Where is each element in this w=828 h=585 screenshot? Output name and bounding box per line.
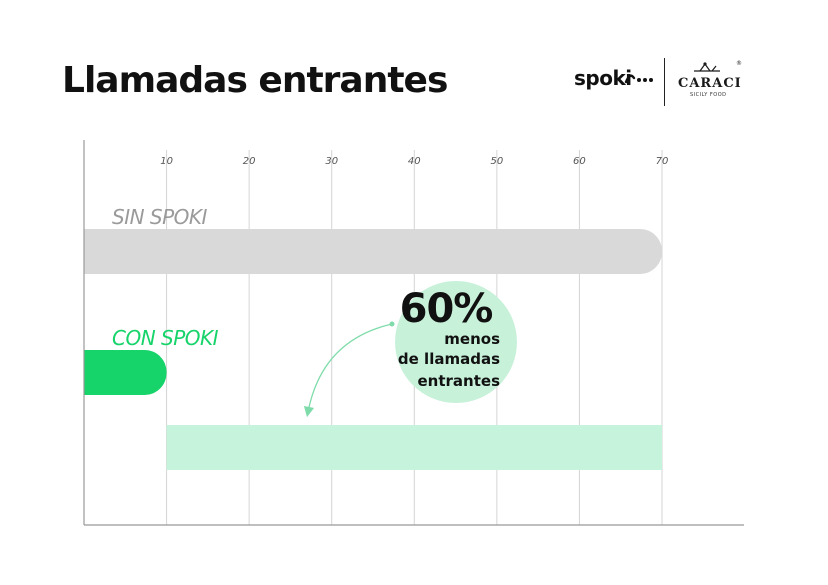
logo-divider <box>664 58 665 106</box>
reduction-text-line: entrantes <box>418 372 501 390</box>
x-tick-label: 20 <box>243 156 256 167</box>
axes <box>83 140 744 526</box>
x-tick-label: 50 <box>490 156 503 167</box>
reduction-arrow <box>303 323 393 418</box>
x-tick-label: 10 <box>160 156 173 167</box>
page-title: Llamadas entrantes <box>62 60 448 101</box>
x-tick-label: 30 <box>325 156 338 167</box>
arrow-origin-dot <box>389 321 395 327</box>
category-label-con-spoki: CON SPOKI <box>112 326 219 350</box>
bars: SIN SPOKI CON SPOKI <box>84 205 663 470</box>
registered-mark: ® <box>736 60 742 67</box>
x-tick-label: 40 <box>408 156 421 167</box>
x-tick-label: 70 <box>656 156 669 167</box>
category-label-sin-spoki: SIN SPOKI <box>112 205 208 229</box>
caraci-logo: CARACI <box>678 76 742 91</box>
reduction-circle <box>395 281 517 403</box>
caraci-emblem-icon <box>694 62 720 72</box>
bar-sin-spoki <box>84 229 662 274</box>
reduction-text-line: de llamadas <box>398 350 500 368</box>
reduction-text-line: menos <box>444 330 500 348</box>
spoki-logo-mark-icon <box>624 74 653 84</box>
spoki-logo: spoki <box>574 66 632 90</box>
caraci-logo-subtitle: SICILY FOOD <box>690 92 727 98</box>
brand-logos: spoki ® CARACI SICILY FOOD <box>572 56 752 108</box>
reduction-band <box>166 425 663 470</box>
reduction-percent-label: 60% <box>400 286 493 332</box>
reduction-annotation: 60%menos de llamadas entrantes <box>303 281 517 418</box>
x-tick-labels: 10 20 30 40 50 60 70 <box>160 156 668 167</box>
bar-con-spoki <box>84 350 167 395</box>
x-tick-label: 60 <box>573 156 586 167</box>
